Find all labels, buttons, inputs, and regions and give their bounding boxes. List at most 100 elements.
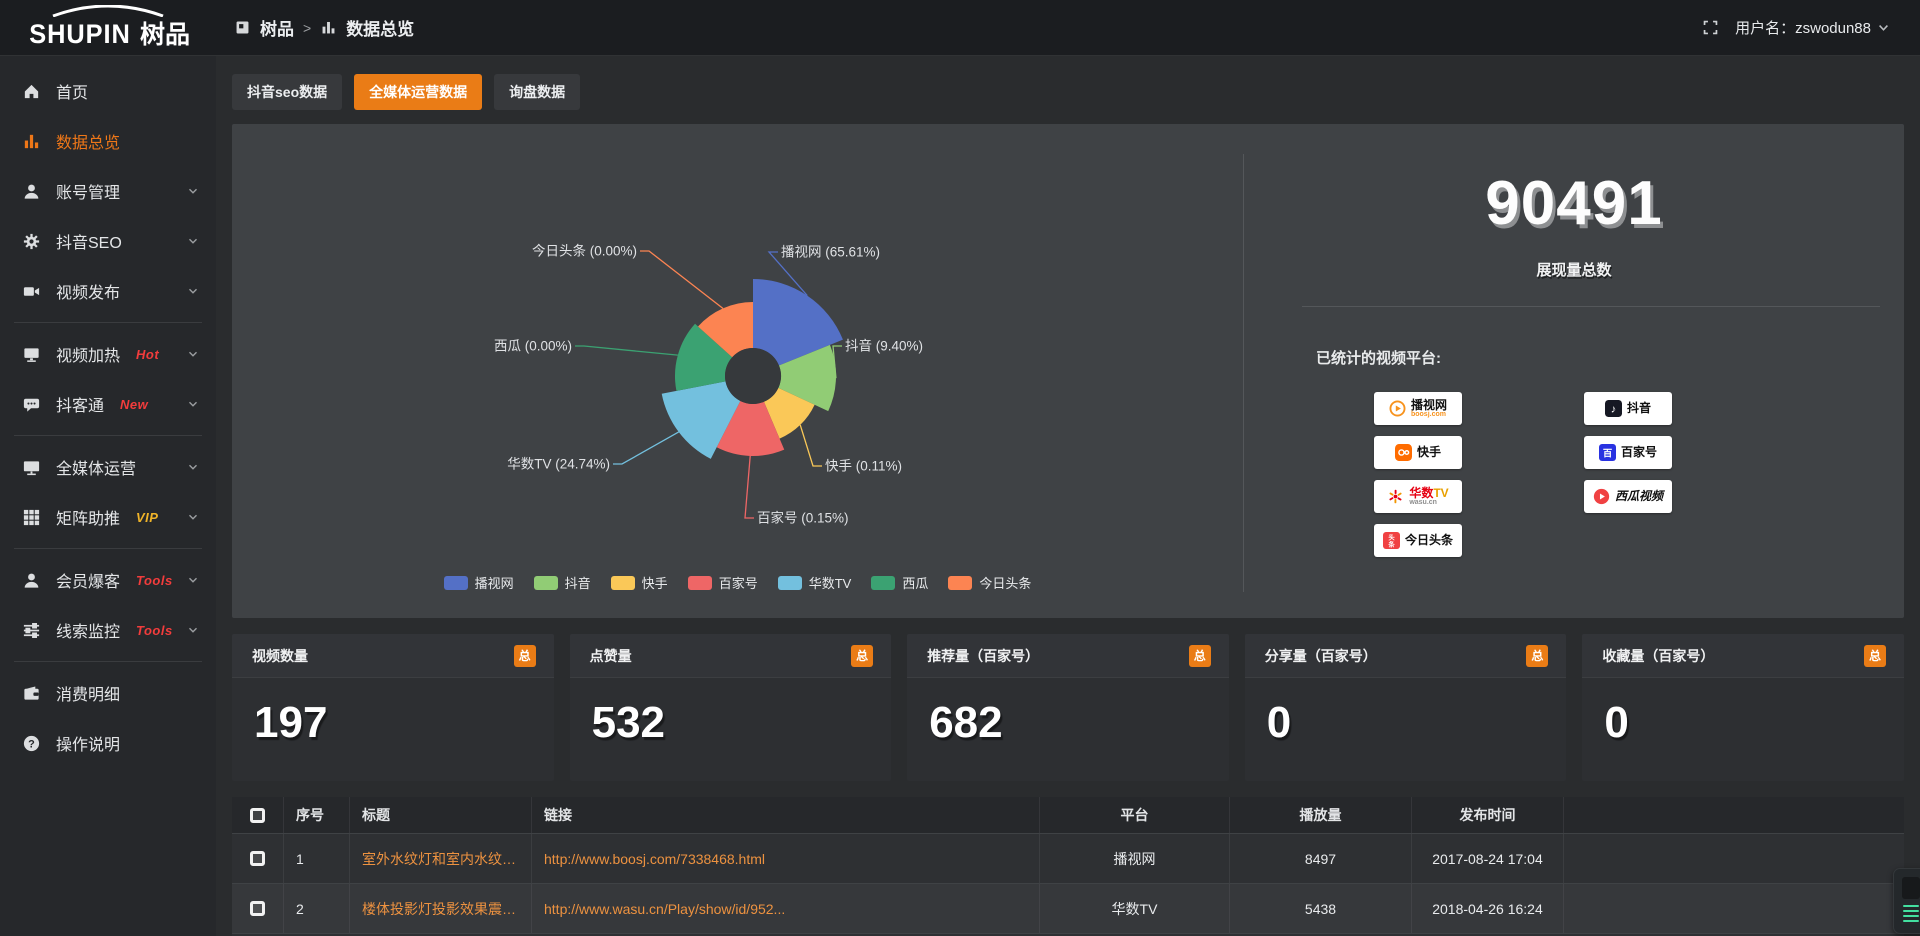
platform-badge-今日头条: 头条今日头条 xyxy=(1374,524,1462,557)
video-url-link[interactable]: http://www.wasu.cn/Play/show/id/952... xyxy=(544,900,786,917)
svg-text:百: 百 xyxy=(1603,448,1612,458)
stat-card-title: 分享量（百家号） xyxy=(1264,647,1377,664)
board-icon xyxy=(234,19,251,36)
sidebar-item-全媒体运营[interactable]: 全媒体运营 xyxy=(0,442,216,492)
row-checkbox[interactable] xyxy=(250,851,265,866)
stat-card-点赞量: 点赞量 总 532 xyxy=(569,634,892,781)
chevron-down-icon xyxy=(186,623,200,637)
pie-label-line xyxy=(799,424,822,467)
kuaishou-logo-icon xyxy=(1394,444,1412,461)
sidebar-item-首页[interactable]: 首页 xyxy=(0,66,216,116)
floating-widget[interactable] xyxy=(1893,868,1920,934)
chevron-down-icon xyxy=(186,284,200,298)
table-header-row: 序号 标题 链接 平台 播放量 发布时间 xyxy=(232,797,1904,833)
user-icon xyxy=(22,182,41,201)
legend-swatch xyxy=(777,575,802,590)
cell-platform: 华数TV xyxy=(1040,884,1230,933)
pie-label-播视网: 播视网 (65.61%) xyxy=(781,245,880,260)
topbar: SHUPIN 树品 树品 > 数据总览 用户名：zswodun88 xyxy=(0,0,1920,56)
select-all-checkbox[interactable] xyxy=(250,807,265,823)
cell-plays: 8497 xyxy=(1230,834,1412,883)
sidebar-item-视频发布[interactable]: 视频发布 xyxy=(0,266,216,316)
svg-text:条: 条 xyxy=(1388,539,1395,548)
sidebar-badge-VIP: VIP xyxy=(136,509,159,525)
legend-item-西瓜[interactable]: 西瓜 xyxy=(871,573,928,592)
platforms-grid: 播视网 boosj.com ♪ 抖音 快手 百百家号 华数TV wasu.cn 西瓜视频头条今日… xyxy=(1374,392,1904,557)
svg-text:头: 头 xyxy=(1388,533,1395,542)
pie-slice-播视网[interactable] xyxy=(753,279,843,366)
logo-arc xyxy=(52,4,164,17)
breadcrumb: 树品 > 数据总览 xyxy=(234,15,1702,40)
table-row: 2 楼体投影灯投影效果震撼上市 http://www.wasu.cn/Play/sh… xyxy=(232,883,1904,933)
douyin-logo-icon: ♪ xyxy=(1604,400,1622,417)
sidebar: 首页 数据总览账号管理抖音SEO 视频发布视频加热 Hot 抖客通 New 全媒体运营矩阵助… xyxy=(0,56,216,936)
sidebar-item-label: 操作说明 xyxy=(56,737,121,754)
sidebar-item-label: 抖客通 xyxy=(56,398,105,415)
platform-badge-百家号: 百百家号 xyxy=(1584,436,1672,469)
sidebar-item-label: 全媒体运营 xyxy=(56,461,137,478)
sidebar-item-操作说明[interactable]: ? 操作说明 xyxy=(0,718,216,768)
videos-table: 序号标题链接平台播放量发布时间1室外水纹灯和室内水纹灯的区别和简介http://… xyxy=(232,797,1904,936)
legend-label: 华数TV xyxy=(808,576,852,591)
col-header-link: 链接 xyxy=(532,797,1040,833)
pie-slice-华数TV[interactable] xyxy=(661,381,741,459)
sidebar-item-线索监控[interactable]: 线索监控 Tools xyxy=(0,605,216,655)
sidebar-item-label: 视频加热 xyxy=(56,348,121,365)
pie-slice-快手[interactable] xyxy=(763,387,815,439)
username-label: 用户名：zswodun88 xyxy=(1735,20,1871,37)
sidebar-item-数据总览[interactable]: 数据总览 xyxy=(0,116,216,166)
fullscreen-icon[interactable] xyxy=(1702,19,1719,36)
tab-全媒体运营数据[interactable]: 全媒体运营数据 xyxy=(354,74,483,110)
legend-item-抖音[interactable]: 抖音 xyxy=(533,573,591,592)
legend-item-快手[interactable]: 快手 xyxy=(610,573,668,592)
video-title-link[interactable]: 室外水纹灯和室内水纹灯的区别和简介 xyxy=(362,850,519,867)
cell-index: 2 xyxy=(284,884,350,933)
pie-slice-抖音[interactable] xyxy=(778,344,837,412)
sidebar-item-抖音SEO[interactable]: 抖音SEO xyxy=(0,216,216,266)
pie-label-line xyxy=(832,345,842,379)
platform-badge-西瓜视频: 西瓜视频 xyxy=(1584,480,1672,513)
stat-card-推荐量（百家号）: 推荐量（百家号） 总 682 xyxy=(907,634,1229,781)
sidebar-item-label: 账号管理 xyxy=(56,185,121,202)
total-badge: 总 xyxy=(1188,644,1211,667)
grid-icon xyxy=(22,508,41,527)
rose-pie-chart: 播视网 (65.61%) 抖音 (9.40%) 快手 (0.11%) 百家号 (0.1… xyxy=(232,124,1243,618)
tab-抖音seo数据[interactable]: 抖音seo数据 xyxy=(232,74,343,110)
video-url-link[interactable]: http://www.boosj.com/7338468.html xyxy=(544,850,766,867)
pie-slice-西瓜[interactable] xyxy=(675,323,733,391)
breadcrumb-item-root[interactable]: 树品 xyxy=(260,20,294,39)
sliders-icon xyxy=(22,621,41,640)
stat-card-title: 推荐量（百家号） xyxy=(927,647,1040,664)
svg-text:♪: ♪ xyxy=(1611,403,1617,415)
pie-slice-百家号[interactable] xyxy=(716,400,785,456)
tab-询盘数据[interactable]: 询盘数据 xyxy=(494,74,581,110)
legend-item-百家号[interactable]: 百家号 xyxy=(687,573,758,592)
sidebar-item-视频加热[interactable]: 视频加热 Hot xyxy=(0,329,216,379)
bar-chart-icon xyxy=(320,19,337,36)
total-badge: 总 xyxy=(1863,644,1886,667)
sidebar-item-会员爆客[interactable]: 会员爆客 Tools xyxy=(0,555,216,605)
screen-icon xyxy=(22,345,41,364)
chevron-down-icon xyxy=(186,234,200,248)
video-title-link[interactable]: 楼体投影灯投影效果震撼上市 xyxy=(362,900,519,917)
xigua-logo-icon xyxy=(1593,488,1610,505)
row-checkbox[interactable] xyxy=(250,901,265,916)
sidebar-item-账号管理[interactable]: 账号管理 xyxy=(0,166,216,216)
boosj-logo-icon xyxy=(1389,400,1406,417)
legend-item-华数TV[interactable]: 华数TV xyxy=(777,573,852,592)
stat-card-视频数量: 视频数量 总 197 xyxy=(232,634,554,781)
user-menu[interactable]: 用户名：zswodun88 xyxy=(1735,17,1890,38)
sidebar-item-矩阵助推[interactable]: 矩阵助推 VIP xyxy=(0,492,216,542)
sidebar-item-抖客通[interactable]: 抖客通 New xyxy=(0,379,216,429)
breadcrumb-item-current: 数据总览 xyxy=(346,20,415,39)
legend-item-今日头条[interactable]: 今日头条 xyxy=(948,573,1031,592)
platform-badge-播视网: 播视网 boosj.com xyxy=(1374,392,1462,425)
sidebar-item-label: 线索监控 xyxy=(56,624,121,641)
sidebar-item-消费明细[interactable]: 消费明细 xyxy=(0,668,216,718)
sidebar-badge-New: New xyxy=(120,396,149,412)
pie-slice-今日头条[interactable] xyxy=(698,302,753,358)
wasu-logo-icon xyxy=(1389,489,1402,504)
legend-item-播视网[interactable]: 播视网 xyxy=(443,573,514,592)
gear-icon xyxy=(22,232,41,251)
col-header-index: 序号 xyxy=(284,797,350,833)
